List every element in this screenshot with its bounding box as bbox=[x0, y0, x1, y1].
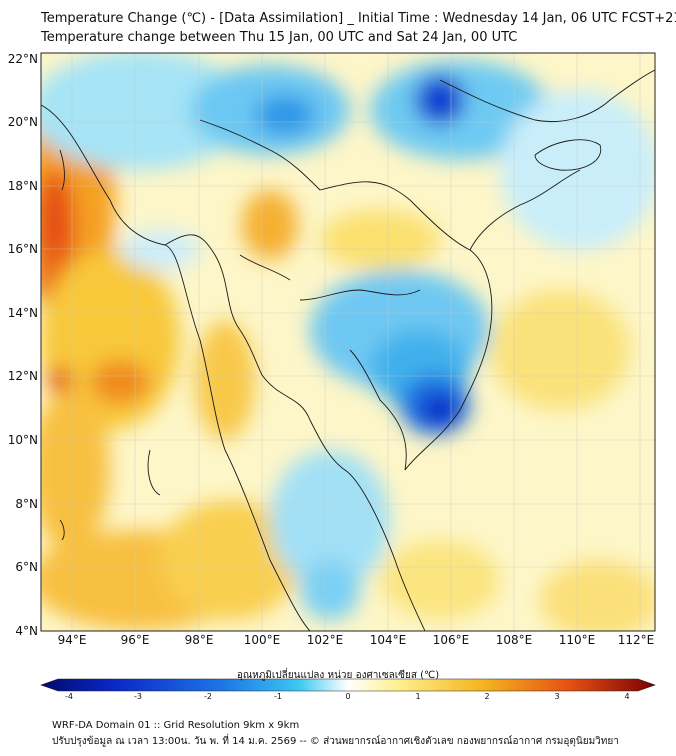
lat-tick: 6°N bbox=[15, 560, 38, 574]
lon-tick: 108°E bbox=[496, 633, 533, 647]
colorbar-tick: 2 bbox=[484, 692, 489, 700]
footer-line-2: ปรับปรุงข้อมูล ณ เวลา 13:00น. วัน พ. ที่… bbox=[52, 736, 619, 747]
lat-tick: 10°N bbox=[8, 433, 38, 447]
lon-tick: 110°E bbox=[559, 633, 596, 647]
title-line-1: Temperature Change (℃) - [Data Assimilat… bbox=[41, 11, 676, 26]
colorbar: -4 -3 -2 -1 0 1 2 3 4 bbox=[40, 678, 656, 700]
colorbar-tick: 3 bbox=[554, 692, 559, 700]
colorbar-tick: -3 bbox=[134, 692, 142, 700]
lat-tick: 20°N bbox=[8, 115, 38, 129]
lat-tick: 16°N bbox=[8, 242, 38, 256]
lat-axis: 22°N 20°N 18°N 16°N 14°N 12°N 10°N 8°N 6… bbox=[8, 52, 38, 638]
lon-tick: 100°E bbox=[244, 633, 281, 647]
lat-tick: 18°N bbox=[8, 179, 38, 193]
lat-tick: 12°N bbox=[8, 369, 38, 383]
lat-tick: 8°N bbox=[15, 497, 38, 511]
lon-tick: 98°E bbox=[185, 633, 214, 647]
lon-tick: 104°E bbox=[370, 633, 407, 647]
lon-tick: 112°E bbox=[618, 633, 655, 647]
lon-tick: 94°E bbox=[58, 633, 87, 647]
temperature-change-map: 94°E 96°E 98°E 100°E 102°E 104°E 106°E 1… bbox=[8, 52, 656, 700]
colorbar-tick: 1 bbox=[415, 692, 420, 700]
colorbar-tick: -4 bbox=[65, 692, 73, 700]
lon-axis: 94°E 96°E 98°E 100°E 102°E 104°E 106°E 1… bbox=[58, 633, 655, 647]
lat-tick: 4°N bbox=[15, 624, 38, 638]
colorbar-gradient bbox=[40, 678, 656, 692]
colorbar-tick: -2 bbox=[204, 692, 212, 700]
colorbar-label: อุณหภูมิเปลี่ยนแปลง หน่วย องศาเซลเซียส (… bbox=[236, 670, 440, 681]
colorbar-tick: 4 bbox=[624, 692, 629, 700]
lat-lon-grid bbox=[41, 53, 655, 631]
coastlines bbox=[41, 69, 655, 631]
map-frame bbox=[40, 52, 656, 632]
colorbar-tick: -1 bbox=[274, 692, 282, 700]
footer-line-1: WRF-DA Domain 01 :: Grid Resolution 9km … bbox=[52, 720, 300, 731]
colorbar-tick: 0 bbox=[345, 692, 350, 700]
title-line-2: Temperature change between Thu 15 Jan, 0… bbox=[41, 30, 518, 45]
temperature-field bbox=[41, 53, 655, 631]
lon-tick: 102°E bbox=[307, 633, 344, 647]
lon-tick: 106°E bbox=[433, 633, 470, 647]
lon-tick: 96°E bbox=[121, 633, 150, 647]
lat-tick: 22°N bbox=[8, 52, 38, 66]
lat-tick: 14°N bbox=[8, 306, 38, 320]
